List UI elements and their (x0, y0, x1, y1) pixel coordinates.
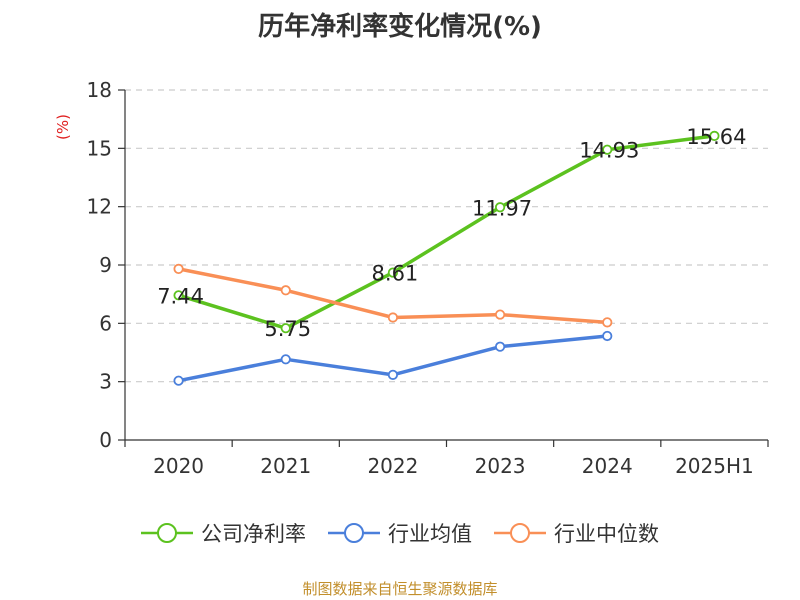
gridlines (125, 89, 768, 383)
x-tick-label: 2023 (475, 454, 526, 478)
y-tick-label: 0 (99, 428, 112, 452)
chart-title: 历年净利率变化情况(%) (258, 12, 542, 42)
axes: 0 3 6 9 12 15 18 2020 2021 2022 2023 2024 2025H1 (87, 78, 769, 478)
data-point (494, 202, 506, 213)
series-lines (173, 130, 720, 386)
data-point (173, 375, 184, 386)
data-point (494, 309, 506, 320)
data-point (709, 130, 720, 141)
data-label: 5.75 (264, 317, 311, 341)
data-point (173, 290, 184, 301)
x-tick-label: 2022 (367, 454, 418, 478)
legend-marker-icon (494, 523, 546, 543)
data-point (387, 267, 399, 278)
legend-circle (344, 523, 364, 543)
legend-item[interactable]: 行业均值 (328, 518, 472, 548)
x-tick-label: 2021 (260, 454, 311, 478)
y-axis-label: (%) (54, 114, 72, 140)
data-point (602, 317, 613, 328)
legend-marker-icon (328, 523, 380, 543)
legend-label: 公司净利率 (201, 522, 306, 546)
data-labels: 7.44 5.75 8.61 11.97 14.93 15.64 (157, 125, 746, 341)
x-tick-label: 2025H1 (675, 454, 754, 478)
legend-circle (510, 523, 530, 543)
data-point (280, 354, 291, 365)
data-label: 14.93 (579, 139, 639, 163)
y-tick-label: 15 (87, 136, 112, 160)
data-label: 8.61 (372, 262, 419, 286)
x-tick-label: 2024 (582, 454, 633, 478)
y-tick-label: 12 (87, 195, 112, 219)
y-tick-label: 3 (99, 370, 112, 394)
data-label: 11.97 (472, 196, 532, 220)
y-tick-label: 18 (87, 78, 112, 102)
data-point (602, 144, 613, 155)
legend-circle (157, 523, 177, 543)
legend-label: 行业均值 (388, 522, 472, 546)
data-label: 7.44 (157, 284, 204, 308)
y-tick-label: 6 (99, 311, 112, 335)
legend-item[interactable]: 公司净利率 (141, 518, 306, 548)
data-point (280, 285, 291, 296)
data-point (494, 341, 506, 352)
data-point (280, 323, 291, 334)
legend-marker-icon (141, 523, 193, 543)
data-point (387, 369, 399, 380)
series-line (178, 134, 715, 330)
data-point (173, 263, 184, 274)
data-label: 15.64 (686, 125, 746, 149)
y-tick-label: 9 (99, 253, 112, 277)
legend-label: 行业中位数 (554, 522, 659, 546)
x-tick-label: 2020 (153, 454, 204, 478)
source-note: 制图数据来自恒生聚源数据库 (302, 580, 498, 598)
data-point (602, 330, 613, 342)
legend-item[interactable]: 行业中位数 (494, 518, 659, 548)
legend: 公司净利率 行业均值 行业中位数 (0, 518, 800, 548)
data-point (387, 312, 399, 323)
